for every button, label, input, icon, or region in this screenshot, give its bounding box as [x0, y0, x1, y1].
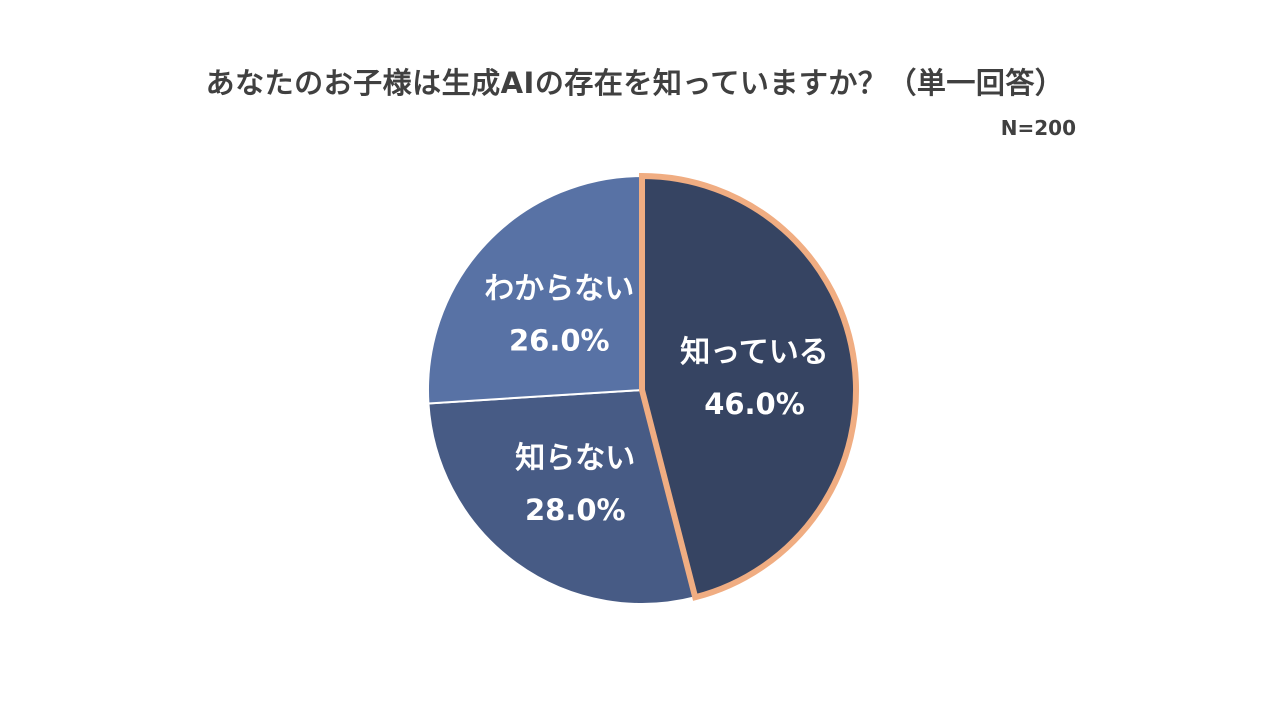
slice-category-label: 知っている	[680, 335, 829, 370]
pie-slices	[427, 174, 857, 605]
pie-labels: 知っている 46.0% 知らない 28.0% わからない 26.0%	[484, 271, 828, 526]
slice-category-label: 知らない	[515, 441, 635, 476]
slice-value-label: 28.0%	[525, 493, 626, 527]
slice-value-label: 26.0%	[509, 323, 610, 357]
slice-value-label: 46.0%	[704, 387, 805, 421]
slice-3	[427, 174, 643, 405]
highlight-outline-1	[639, 172, 859, 601]
sample-size-note: N=200	[1000, 116, 1076, 140]
pie-highlight-outline	[639, 172, 859, 601]
slice-2	[427, 388, 697, 605]
chart-title: あなたのお子様は生成AIの存在を知っていますか？（単一回答）	[205, 66, 1065, 100]
slice-category-label: わからない	[484, 271, 634, 306]
